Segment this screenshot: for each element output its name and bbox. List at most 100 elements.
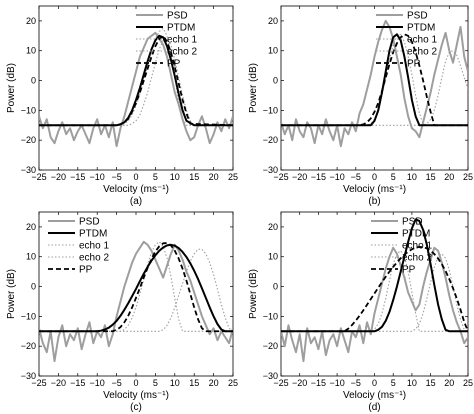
chart-panel-3: −25 −20 −15 −10 −5 0 5 10 15 20 25 −30 −20 −10 0 10 20 Ve… xyxy=(6,211,238,413)
series-line-psd xyxy=(39,240,233,363)
x-tick-label: 10 xyxy=(407,378,417,388)
chart-panel-1: −25 −20 −15 −10 −5 0 5 10 15 20 25 −30 −20 −10 0 10 20 Ve… xyxy=(6,5,238,207)
x-tick-label: 15 xyxy=(426,378,436,388)
series-line-echo2 xyxy=(281,50,468,126)
legend-label-echo1: echo 1 xyxy=(407,35,437,46)
legend-label-pp: PP xyxy=(407,59,421,70)
legend-label-pp: PP xyxy=(167,59,181,70)
legend-label-psd: PSD xyxy=(79,217,100,228)
y-axis-label: Power (dB) xyxy=(6,63,17,113)
x-axis-label: Velocity (ms⁻¹) xyxy=(103,184,169,195)
x-tick-label: −5 xyxy=(351,378,361,388)
x-tick-label: −5 xyxy=(111,378,121,388)
y-tick-label: −10 xyxy=(21,105,36,115)
y-tick-label: −20 xyxy=(263,341,278,351)
series-layer xyxy=(281,19,468,148)
x-tick-label: 15 xyxy=(189,378,199,388)
x-tick-label: −25 xyxy=(31,378,46,388)
x-tick-label: 25 xyxy=(228,172,238,182)
legend-label-pp: PP xyxy=(402,265,416,276)
x-tick-label: 5 xyxy=(391,172,396,182)
y-axis-label: Power (dB) xyxy=(6,269,17,319)
x-tick-label: −20 xyxy=(292,378,307,388)
x-tick-label: 5 xyxy=(391,378,396,388)
y-tick-label: −10 xyxy=(263,105,278,115)
y-tick-label: −30 xyxy=(263,165,278,175)
plot-area xyxy=(38,5,234,171)
y-tick-label: 20 xyxy=(268,222,278,232)
legend-label-echo2: echo 2 xyxy=(79,253,109,264)
x-tick-label: 10 xyxy=(170,378,180,388)
x-tick-label: −10 xyxy=(329,378,344,388)
series-line-echo2 xyxy=(39,38,233,126)
x-tick-label: 15 xyxy=(426,172,436,182)
legend-label-echo1: echo 1 xyxy=(402,241,432,252)
y-tick-label: −10 xyxy=(263,311,278,321)
y-axis-label: Power (dB) xyxy=(248,63,259,113)
legend-label-echo1: echo 1 xyxy=(167,35,197,46)
y-tick-label: −30 xyxy=(263,371,278,381)
panel-label: (b) xyxy=(368,196,380,207)
x-tick-label: −25 xyxy=(273,378,288,388)
y-tick-label: −20 xyxy=(21,135,36,145)
x-tick-label: 10 xyxy=(407,172,417,182)
legend-label-echo2: echo 2 xyxy=(407,47,437,58)
legend-label-echo2: echo 2 xyxy=(402,253,432,264)
x-tick-label: −15 xyxy=(70,172,85,182)
series-line-echo1 xyxy=(281,33,468,126)
x-tick-label: −5 xyxy=(351,172,361,182)
y-tick-label: 10 xyxy=(26,252,36,262)
legend-label-echo1: echo 1 xyxy=(79,241,109,252)
plot-area xyxy=(38,211,234,377)
series-line-echo2 xyxy=(281,253,468,332)
x-tick-label: 0 xyxy=(372,378,377,388)
legend-label-psd: PSD xyxy=(167,11,188,22)
series-layer xyxy=(39,240,233,363)
series-line-ptdm xyxy=(39,34,233,127)
chart-panel-4: −25 −20 −15 −10 −5 0 5 10 15 20 25−30−20−1001020Ve… xyxy=(248,211,473,413)
x-tick-label: −25 xyxy=(273,172,288,182)
x-tick-label: −20 xyxy=(51,378,66,388)
x-tick-label: 25 xyxy=(228,378,238,388)
y-tick-label: 20 xyxy=(26,16,36,26)
series-line-pp xyxy=(39,242,233,333)
series-line-psd xyxy=(281,246,468,363)
series-line-psd xyxy=(39,31,233,148)
series-line-pp xyxy=(281,245,468,333)
y-tick-label: 0 xyxy=(31,76,36,86)
series-line-echo2 xyxy=(39,248,233,332)
y-tick-label: −30 xyxy=(21,371,36,381)
x-tick-label: 5 xyxy=(153,172,158,182)
y-tick-label: 0 xyxy=(31,282,36,292)
y-tick-label: 0 xyxy=(273,76,278,86)
legend-label-pp: PP xyxy=(79,265,93,276)
x-tick-label: 20 xyxy=(444,378,454,388)
y-tick-label: −20 xyxy=(263,135,278,145)
series-line-psd xyxy=(281,19,468,148)
x-tick-label: −5 xyxy=(111,172,121,182)
x-tick-label: 20 xyxy=(209,172,219,182)
x-tick-label: −10 xyxy=(329,172,344,182)
x-tick-label: 15 xyxy=(189,172,199,182)
x-tick-label: 20 xyxy=(444,172,454,182)
x-tick-label: 25 xyxy=(463,378,473,388)
x-tick-label: 25 xyxy=(463,172,473,182)
panel-label: (d) xyxy=(368,402,380,413)
y-tick-label: 10 xyxy=(268,46,278,56)
x-tick-label: −15 xyxy=(70,378,85,388)
series-line-ptdm xyxy=(39,243,233,333)
x-tick-label: 0 xyxy=(372,172,377,182)
x-tick-label: −25 xyxy=(31,172,46,182)
y-tick-label: 20 xyxy=(26,222,36,232)
x-axis-label: Velocity (ms⁻¹) xyxy=(103,390,169,401)
legend-label-ptdm: PTDM xyxy=(407,23,435,34)
x-tick-label: 5 xyxy=(153,378,158,388)
x-tick-label: −20 xyxy=(51,172,66,182)
x-tick-label: −20 xyxy=(292,172,307,182)
x-tick-label: 0 xyxy=(133,172,138,182)
legend-label-ptdm: PTDM xyxy=(167,23,195,34)
x-tick-label: 0 xyxy=(133,378,138,388)
chart-panel-2: −25 −20 −15 −10 −5 0 5 10 15 20 25−30−20−1001020Ve… xyxy=(248,5,473,207)
